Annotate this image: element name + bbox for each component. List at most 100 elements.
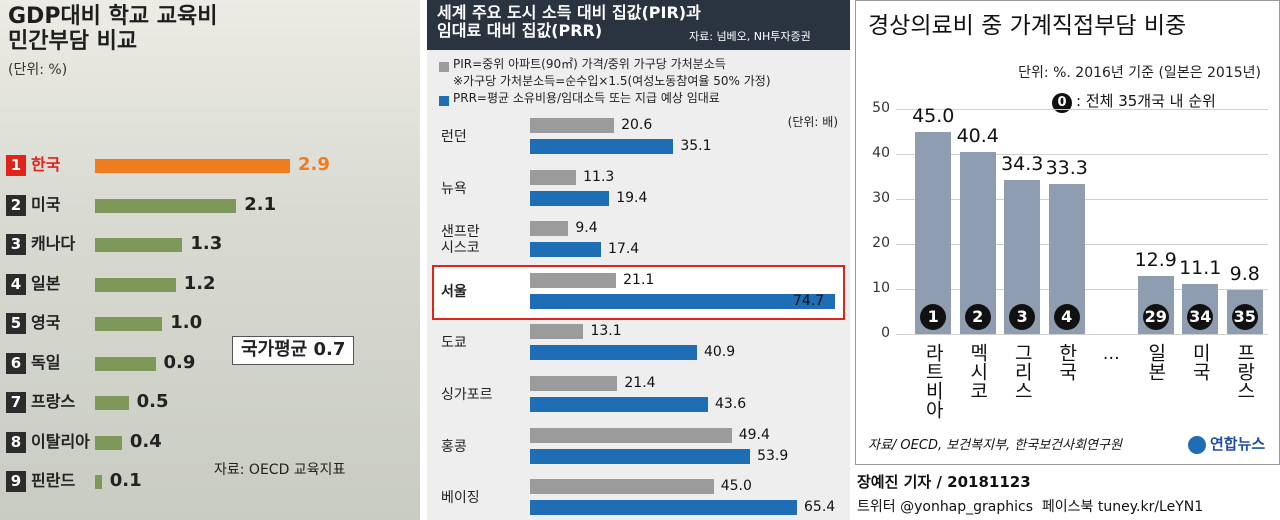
- bar: [530, 272, 617, 288]
- category-label: 일본: [31, 273, 61, 293]
- value-label: 9.8: [1229, 262, 1260, 285]
- header-band: [427, 0, 850, 50]
- grid-line: [896, 109, 1268, 110]
- category-label: 멕시코: [966, 343, 989, 400]
- category-label: 독일: [31, 352, 61, 372]
- chart-title: 세계 주요 도시 소득 대비 집값(PIR)과 임대료 대비 집값(PRR): [437, 3, 701, 41]
- category-label: 한국: [1055, 343, 1078, 381]
- rank-badge: 3: [6, 234, 26, 255]
- category-label: 뉴욕: [441, 180, 467, 197]
- rank-badge: 5: [6, 313, 26, 334]
- bar: [95, 396, 129, 410]
- bar: [95, 198, 237, 213]
- annotation: 국가평균 0.7: [232, 336, 355, 365]
- category-label: 그리스: [1011, 343, 1034, 400]
- note: ※가구당 가처분소득=순수입×1.5(여성노동참여율 50% 가정): [453, 74, 771, 88]
- value-label: 43.6: [715, 396, 747, 412]
- bar: [530, 397, 709, 412]
- grid-line: [896, 334, 1268, 335]
- bar: [95, 356, 156, 371]
- rank-badge: 3: [1009, 304, 1036, 330]
- value-label: 1.3: [190, 233, 223, 254]
- category-label: 프랑스: [1233, 343, 1256, 400]
- subtitle: 단위: %. 2016년 기준 (일본은 2015년): [1018, 65, 1261, 81]
- y-tick-label: 50: [872, 100, 890, 116]
- value-label: 40.9: [703, 344, 736, 361]
- value-label: 40.4: [956, 125, 999, 148]
- legend-swatch: [439, 62, 449, 72]
- category-label: 샌프란 시스코: [441, 224, 480, 257]
- category-label: 미국: [31, 194, 61, 214]
- logo-icon: [1188, 436, 1206, 454]
- grid-line: [896, 154, 1268, 155]
- rank-badge: 4: [6, 273, 26, 295]
- legend-symbol: 0: [1052, 93, 1072, 113]
- category-label: 영국: [31, 313, 61, 332]
- category-label: 런던: [441, 128, 467, 145]
- logo: 연합뉴스: [1210, 435, 1266, 453]
- category-label: 미국: [1189, 343, 1212, 381]
- category-label: 한국: [31, 155, 61, 174]
- bar: [95, 475, 102, 489]
- value-label: 17.4: [608, 241, 640, 258]
- bar: [915, 131, 952, 334]
- footer: 장예진 기자 / 20181123 트위터 @yonhap_graphics 페이…: [855, 466, 1280, 520]
- bar: [95, 277, 176, 292]
- bar: [530, 376, 618, 391]
- value-label: 49.4: [738, 426, 770, 443]
- unit: (단위: %): [8, 62, 68, 78]
- panel-housing: 세계 주요 도시 소득 대비 집값(PIR)과 임대료 대비 집값(PRR) 자료…: [427, 0, 850, 520]
- rank-badge: 29: [1142, 304, 1169, 330]
- y-tick-label: 40: [872, 145, 890, 161]
- value-label: 53.9: [757, 447, 789, 464]
- value-label: 0.1: [109, 470, 142, 491]
- value-label: 19.4: [616, 189, 648, 206]
- y-tick-label: 0: [881, 325, 890, 341]
- y-tick-label: 20: [872, 235, 890, 251]
- value-label: 9.4: [575, 220, 598, 237]
- value-label: 1.0: [170, 312, 203, 333]
- rank-badge: 4: [1053, 304, 1080, 330]
- legend-note: : 전체 35개국 내 순위: [1076, 92, 1216, 110]
- rank-badge: 34: [1187, 304, 1214, 330]
- y-tick-label: 30: [872, 190, 890, 206]
- value-label: 11.1: [1179, 257, 1222, 280]
- bar: [530, 427, 732, 443]
- bar: [95, 435, 122, 450]
- category-label: 싱가포르: [441, 386, 493, 403]
- bar: [95, 238, 183, 252]
- source: 자료: OECD 교육지표: [214, 462, 346, 478]
- bar: [959, 152, 996, 334]
- category-label: 일본: [1144, 343, 1167, 381]
- value-label: 2.1: [244, 193, 277, 215]
- chart-title: 경상의료비 중 가계직접부담 비중: [868, 13, 1187, 39]
- value-label: 1.2: [183, 272, 216, 294]
- value-label: 12.9: [1134, 248, 1177, 271]
- y-tick-label: 10: [872, 280, 890, 296]
- category-label: 캐나다: [31, 234, 76, 253]
- value-label: 74.7: [793, 292, 825, 309]
- value-label: 35.1: [680, 138, 712, 154]
- category-label: 이탈리아: [31, 431, 90, 451]
- rank-badge: 6: [6, 352, 26, 374]
- value-label: 21.1: [623, 271, 655, 288]
- value-label: 13.1: [590, 323, 622, 340]
- bar: [530, 221, 569, 237]
- bar: [530, 139, 674, 154]
- bar: [530, 190, 610, 206]
- rank-badge: 8: [6, 431, 26, 453]
- value-label: 11.3: [583, 168, 615, 185]
- highlight-box: [432, 264, 845, 320]
- bar: [530, 293, 835, 309]
- byline: 장예진 기자 / 20181123: [857, 473, 1031, 491]
- value-label: 0.9: [163, 351, 196, 373]
- value-label: 21.4: [624, 375, 656, 391]
- value-label: 45.0: [912, 104, 955, 127]
- bar: [95, 159, 290, 173]
- panel-education: GDP대비 학교 교육비 민간부담 비교 (단위: %) 1 한국 2.9 2 미국 2.1 3…: [0, 0, 420, 520]
- rank-badge: 7: [6, 392, 26, 413]
- bar: [530, 345, 697, 361]
- category-label: 서울: [441, 283, 467, 300]
- legend-label: PIR=중위 아파트(90㎡) 가격/중위 가구당 가처분소득: [453, 57, 726, 71]
